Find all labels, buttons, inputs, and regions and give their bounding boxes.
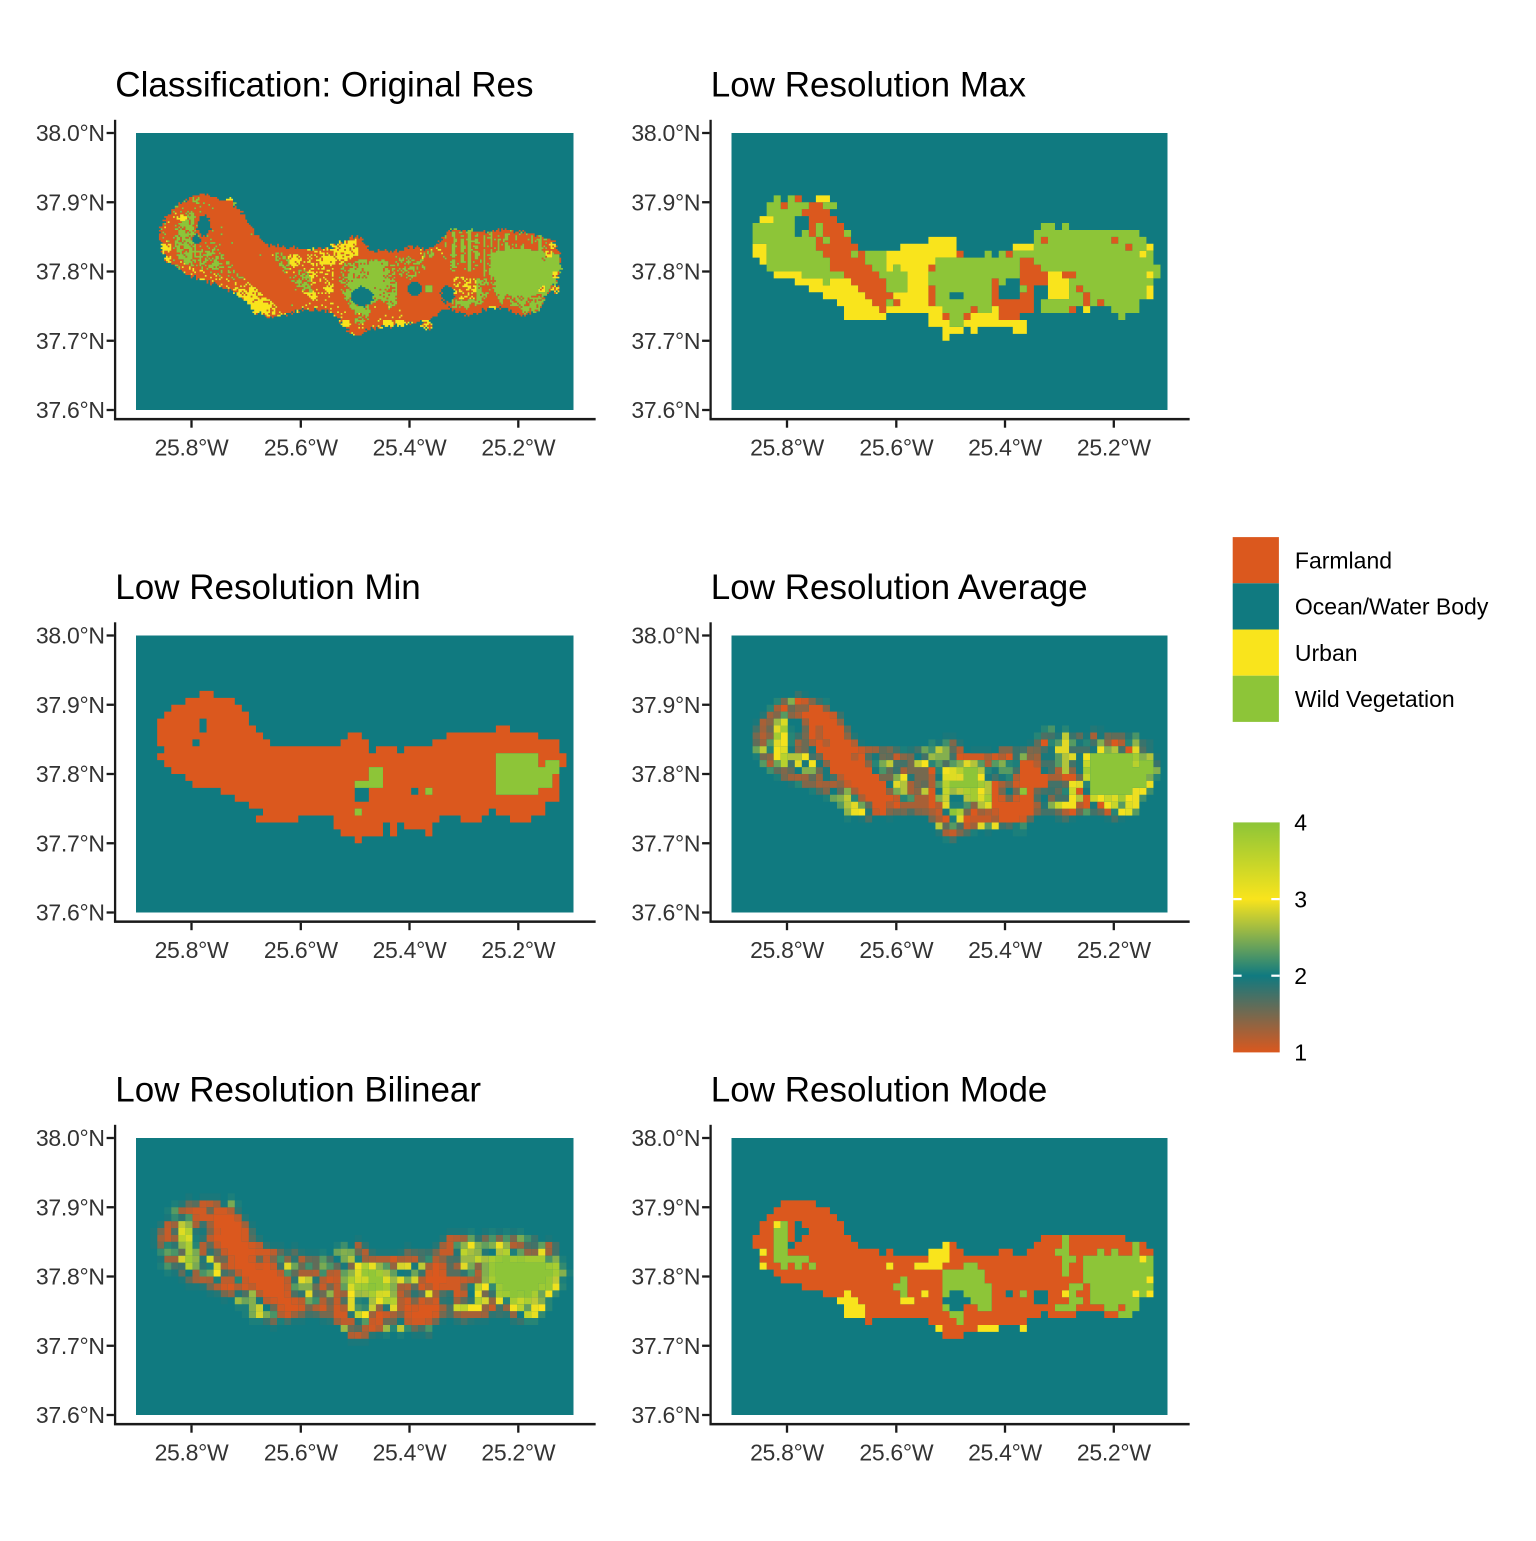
svg-text:25.2°W: 25.2°W: [481, 434, 555, 460]
svg-text:25.4°W: 25.4°W: [968, 937, 1042, 963]
svg-text:38.0°N: 38.0°N: [36, 623, 105, 649]
svg-text:25.8°W: 25.8°W: [750, 1439, 824, 1465]
svg-text:38.0°N: 38.0°N: [631, 1125, 700, 1151]
svg-text:37.9°N: 37.9°N: [36, 692, 105, 718]
svg-text:25.2°W: 25.2°W: [1077, 937, 1151, 963]
svg-text:Low Resolution Max: Low Resolution Max: [711, 66, 1027, 105]
svg-text:25.4°W: 25.4°W: [373, 434, 447, 460]
svg-text:1: 1: [1294, 1040, 1307, 1066]
svg-text:25.8°W: 25.8°W: [155, 937, 229, 963]
svg-text:37.6°N: 37.6°N: [631, 397, 700, 423]
svg-text:25.4°W: 25.4°W: [968, 1439, 1042, 1465]
svg-text:25.8°W: 25.8°W: [155, 1439, 229, 1465]
svg-text:38.0°N: 38.0°N: [631, 623, 700, 649]
svg-text:37.9°N: 37.9°N: [36, 1195, 105, 1221]
svg-text:38.0°N: 38.0°N: [36, 120, 105, 146]
svg-text:Classification: Original Res: Classification: Original Res: [115, 66, 533, 105]
svg-text:38.0°N: 38.0°N: [36, 1125, 105, 1151]
svg-text:37.7°N: 37.7°N: [36, 328, 105, 354]
svg-text:25.4°W: 25.4°W: [373, 1439, 447, 1465]
svg-text:37.6°N: 37.6°N: [631, 900, 700, 926]
svg-text:Ocean/Water Body: Ocean/Water Body: [1295, 594, 1489, 620]
svg-text:25.2°W: 25.2°W: [481, 1439, 555, 1465]
svg-text:25.2°W: 25.2°W: [481, 937, 555, 963]
svg-text:37.8°N: 37.8°N: [631, 1264, 700, 1290]
svg-text:38.0°N: 38.0°N: [631, 120, 700, 146]
svg-text:25.8°W: 25.8°W: [750, 434, 824, 460]
svg-text:4: 4: [1294, 810, 1307, 836]
svg-text:Wild Vegetation: Wild Vegetation: [1295, 686, 1455, 712]
svg-text:25.6°W: 25.6°W: [859, 1439, 933, 1465]
svg-text:37.8°N: 37.8°N: [36, 1264, 105, 1290]
svg-text:Low Resolution Average: Low Resolution Average: [711, 568, 1088, 607]
svg-text:37.8°N: 37.8°N: [36, 259, 105, 285]
svg-text:2: 2: [1294, 963, 1307, 989]
svg-text:25.6°W: 25.6°W: [264, 434, 338, 460]
svg-text:25.8°W: 25.8°W: [155, 434, 229, 460]
svg-text:37.9°N: 37.9°N: [631, 1195, 700, 1221]
svg-text:37.7°N: 37.7°N: [36, 831, 105, 857]
svg-text:37.8°N: 37.8°N: [631, 761, 700, 787]
svg-text:37.6°N: 37.6°N: [631, 1402, 700, 1428]
svg-text:37.7°N: 37.7°N: [631, 1333, 700, 1359]
svg-text:25.4°W: 25.4°W: [373, 937, 447, 963]
svg-text:25.6°W: 25.6°W: [264, 1439, 338, 1465]
svg-text:37.9°N: 37.9°N: [36, 189, 105, 215]
svg-text:37.6°N: 37.6°N: [36, 900, 105, 926]
svg-text:25.2°W: 25.2°W: [1077, 1439, 1151, 1465]
svg-text:37.9°N: 37.9°N: [631, 189, 700, 215]
svg-text:37.6°N: 37.6°N: [36, 1402, 105, 1428]
svg-text:Low Resolution Mode: Low Resolution Mode: [711, 1071, 1048, 1110]
svg-text:25.8°W: 25.8°W: [750, 937, 824, 963]
svg-text:Low Resolution Min: Low Resolution Min: [115, 568, 420, 607]
svg-text:37.7°N: 37.7°N: [631, 831, 700, 857]
svg-text:3: 3: [1294, 886, 1307, 912]
svg-text:Urban: Urban: [1295, 640, 1358, 666]
svg-text:25.2°W: 25.2°W: [1077, 434, 1151, 460]
svg-text:37.7°N: 37.7°N: [36, 1333, 105, 1359]
svg-text:Low Resolution Bilinear: Low Resolution Bilinear: [115, 1071, 481, 1110]
svg-text:37.8°N: 37.8°N: [631, 259, 700, 285]
svg-text:25.4°W: 25.4°W: [968, 434, 1042, 460]
svg-text:37.9°N: 37.9°N: [631, 692, 700, 718]
svg-text:25.6°W: 25.6°W: [264, 937, 338, 963]
svg-text:25.6°W: 25.6°W: [859, 434, 933, 460]
svg-text:Farmland: Farmland: [1295, 547, 1392, 573]
svg-text:25.6°W: 25.6°W: [859, 937, 933, 963]
svg-text:37.6°N: 37.6°N: [36, 397, 105, 423]
svg-text:37.8°N: 37.8°N: [36, 761, 105, 787]
svg-text:37.7°N: 37.7°N: [631, 328, 700, 354]
